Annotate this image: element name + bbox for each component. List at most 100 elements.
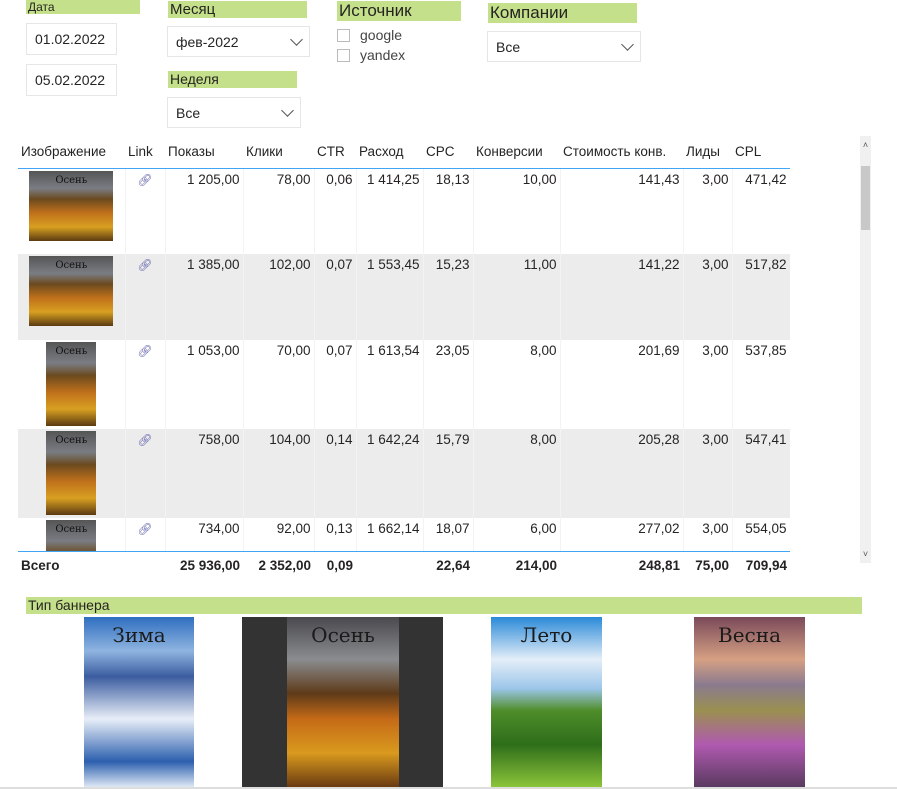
table-cell: 102,00 — [243, 254, 315, 340]
table-cell: 0,07 — [314, 254, 357, 340]
banner-title: Осень — [311, 623, 375, 647]
table-cell: 277,02 — [560, 518, 684, 552]
column-header[interactable]: CPC — [423, 136, 473, 169]
thumbnail-title: Осень — [55, 174, 88, 186]
thumbnail-title: Осень — [55, 260, 88, 271]
column-header[interactable]: CPL — [732, 136, 790, 169]
table-cell: 1 053,00 — [165, 340, 244, 429]
table-cell: 15,79 — [423, 429, 474, 518]
banner-winter[interactable]: Зима — [84, 617, 194, 787]
table-row: Осень 🔗︎ 1 385,00 102,00 0,07 1 553,45 15,23 11… — [18, 254, 790, 340]
banner-type-label: Тип баннера — [26, 597, 862, 614]
column-header[interactable]: Показы — [165, 136, 243, 169]
link-icon[interactable]: 🔗︎ — [137, 258, 153, 272]
table-cell: 517,82 — [732, 254, 790, 340]
table-cell: 3,00 — [683, 340, 733, 429]
banner-summer[interactable]: Лето — [491, 617, 602, 787]
table-row: Осень 🔗︎ 1 205,00 78,00 0,06 1 414,25 18,13 10,… — [18, 168, 790, 254]
thumbnail-title: Осень — [55, 524, 88, 535]
week-dropdown[interactable]: Все — [167, 97, 301, 128]
column-header[interactable]: CTR — [314, 136, 356, 169]
thumbnail-title: Осень — [55, 346, 88, 357]
table-cell: 1 613,54 — [356, 340, 424, 429]
companies-dropdown[interactable]: Все — [487, 31, 641, 62]
banner-spring[interactable]: Весна — [694, 617, 805, 787]
banner-thumbnail: Осень — [46, 342, 97, 426]
table-cell: 201,69 — [560, 340, 684, 429]
checkbox[interactable] — [337, 48, 350, 62]
table-cell: 1 385,00 — [165, 254, 244, 340]
column-header[interactable]: Link — [125, 136, 165, 169]
month-dropdown[interactable]: фев-2022 — [167, 26, 310, 57]
table-cell: 141,43 — [560, 168, 684, 254]
metrics-table: Изображение Link Показы Клики CTR Расход CPC Ко… — [18, 136, 790, 552]
thumbnail-title: Осень — [55, 435, 88, 446]
table-cell: 3,00 — [683, 254, 733, 340]
total-cell: 2 352,00 — [243, 551, 314, 577]
chevron-down-icon — [290, 32, 303, 46]
table-row: Осень 🔗︎ 1 053,00 70,00 0,07 1 613,54 23,05 8,0… — [18, 340, 790, 429]
total-cell: 248,81 — [560, 551, 683, 577]
table-cell: 537,85 — [732, 340, 790, 429]
table-cell: 0,07 — [314, 340, 357, 429]
table-cell: 78,00 — [243, 168, 315, 254]
table-cell: 15,23 — [423, 254, 474, 340]
table-cell: 92,00 — [243, 518, 315, 552]
table-cell: 11,00 — [473, 254, 561, 340]
column-header[interactable]: Расход — [356, 136, 423, 169]
table-cell: 23,05 — [423, 340, 474, 429]
column-header[interactable]: Клики — [243, 136, 314, 169]
source-filter-label: Источник — [337, 1, 461, 21]
table-cell: 8,00 — [473, 340, 561, 429]
banner-autumn[interactable]: Осень — [242, 617, 443, 787]
companies-filter-label: Компании — [488, 3, 637, 23]
table-row: Осень 🔗︎ 734,00 92,00 0,13 1 662,14 18,07 6,00 2… — [18, 518, 790, 552]
companies-value: Все — [496, 38, 521, 55]
date-to-input[interactable]: 05.02.2022 — [26, 64, 117, 96]
scrollbar-thumb[interactable] — [861, 166, 870, 230]
checkbox[interactable] — [337, 28, 350, 42]
date-filter-label: Дата — [26, 0, 140, 14]
source-option-google[interactable]: google — [337, 25, 405, 45]
month-filter-label: Месяц — [168, 1, 307, 18]
chevron-down-icon — [281, 103, 294, 117]
link-icon[interactable]: 🔗︎ — [137, 172, 153, 187]
banner-thumbnail: Осень — [46, 431, 97, 515]
banner-title: Лето — [520, 623, 573, 647]
table-cell: 3,00 — [683, 518, 733, 552]
table-cell: 1 205,00 — [165, 168, 244, 254]
table-cell: 758,00 — [165, 429, 244, 518]
banner-thumbnail: Осень — [46, 520, 97, 552]
column-header[interactable]: Стоимость конв. — [560, 136, 683, 169]
table-cell: 6,00 — [473, 518, 561, 552]
table-cell: 1 642,24 — [356, 429, 424, 518]
option-label: google — [360, 27, 403, 43]
link-icon[interactable]: 🔗︎ — [137, 344, 153, 358]
date-from-input[interactable]: 01.02.2022 — [26, 23, 117, 55]
table-cell: 0,13 — [314, 518, 357, 552]
table-cell: 1 662,14 — [356, 518, 424, 552]
table-scrollbar[interactable]: ˄ ˅ — [860, 136, 871, 563]
source-option-yandex[interactable]: yandex — [337, 45, 405, 65]
column-header[interactable]: Конверсии — [473, 136, 560, 169]
total-cell: 75,00 — [683, 551, 732, 577]
banner-title: Весна — [718, 623, 781, 647]
total-cell: 25 936,00 — [165, 551, 243, 577]
table-cell: 104,00 — [243, 429, 315, 518]
column-header[interactable]: Лиды — [683, 136, 732, 169]
link-icon[interactable]: 🔗︎ — [137, 433, 153, 447]
column-header[interactable]: Изображение — [18, 136, 125, 169]
table-cell: 734,00 — [165, 518, 244, 552]
total-cell — [356, 551, 423, 577]
table-cell: 141,22 — [560, 254, 684, 340]
table-cell: 3,00 — [683, 429, 733, 518]
scroll-up-icon[interactable]: ˄ — [862, 140, 869, 150]
option-label: yandex — [360, 47, 406, 63]
scroll-down-icon[interactable]: ˅ — [862, 549, 869, 559]
table-cell: 0,14 — [314, 429, 357, 518]
divider — [0, 787, 897, 789]
table-cell: 8,00 — [473, 429, 561, 518]
total-cell: 709,94 — [732, 551, 790, 577]
month-value: фев-2022 — [176, 33, 239, 50]
link-icon[interactable]: 🔗︎ — [137, 522, 153, 536]
